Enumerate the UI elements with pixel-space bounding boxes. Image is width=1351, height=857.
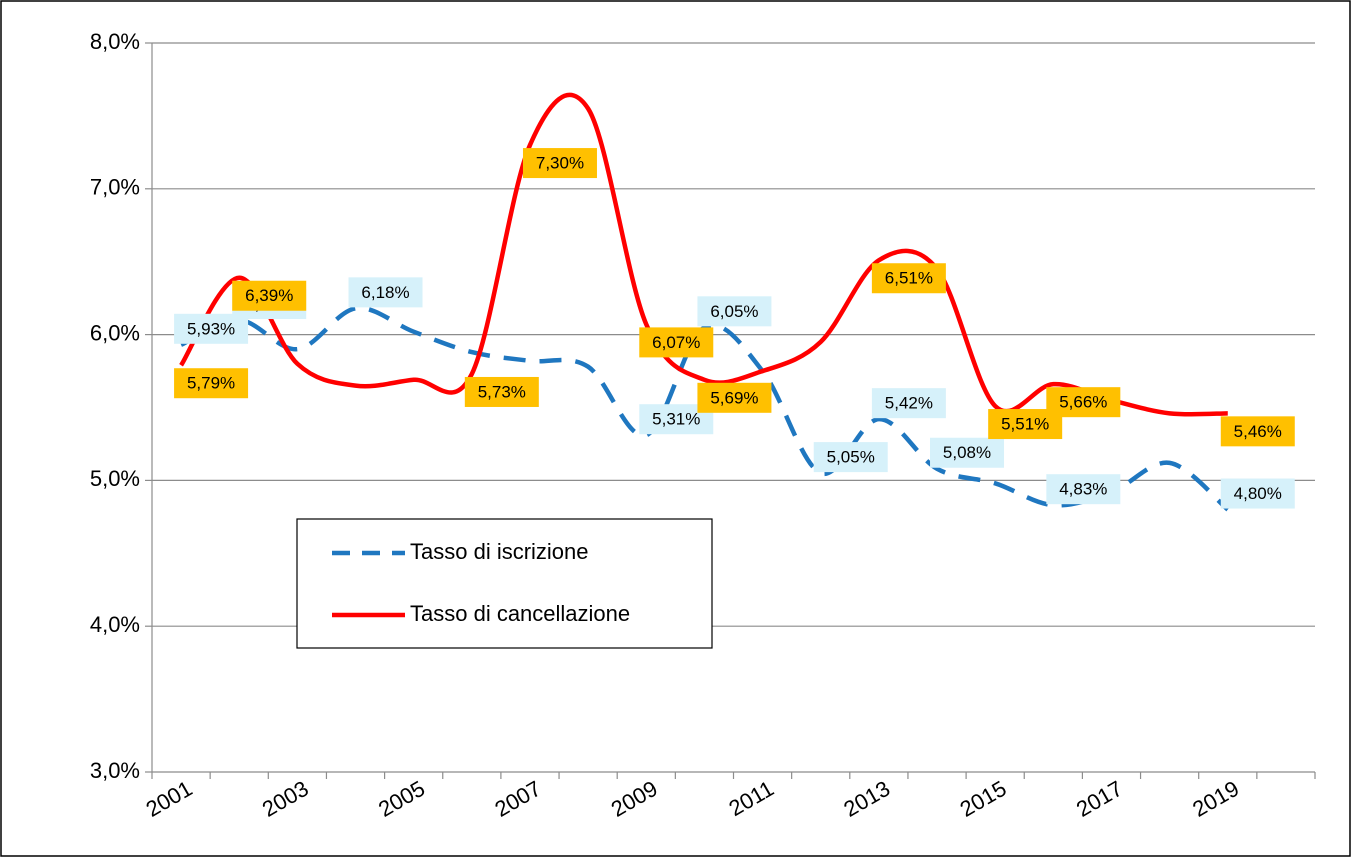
- y-tick-label: 7,0%: [90, 175, 140, 200]
- value-label-box: [1046, 474, 1121, 505]
- y-tick-label: 3,0%: [90, 758, 140, 783]
- value-label: 5,93%: [187, 319, 235, 338]
- legend: [296, 518, 713, 649]
- value-label: 5,79%: [187, 374, 235, 393]
- value-label-box: [871, 388, 946, 419]
- value-label: 6,51%: [885, 269, 933, 288]
- value-label-box: [1220, 478, 1295, 509]
- value-label-box: [464, 376, 539, 407]
- value-label: 6,39%: [245, 286, 293, 305]
- value-label-box: [348, 277, 423, 308]
- series-line: [180, 305, 1230, 512]
- value-label-box: [1046, 387, 1121, 418]
- value-label: 6,18%: [361, 283, 409, 302]
- value-label-box: [697, 382, 772, 413]
- value-label-box: [232, 280, 307, 311]
- y-tick-label: 8,0%: [90, 29, 140, 54]
- value-label-box: [639, 327, 714, 358]
- legend-label: Tasso di iscrizione: [410, 539, 589, 564]
- y-tick-label: 6,0%: [90, 320, 140, 345]
- value-label: 5,51%: [1001, 415, 1049, 434]
- value-label: 4,83%: [1059, 480, 1107, 499]
- value-label-box: [522, 148, 597, 179]
- value-label: 5,31%: [652, 410, 700, 429]
- value-label-box: [813, 442, 888, 473]
- value-label: 5,46%: [1234, 422, 1282, 441]
- value-label: 5,66%: [1059, 393, 1107, 412]
- value-label: 6,05%: [710, 302, 758, 321]
- y-tick-label: 5,0%: [90, 466, 140, 491]
- value-label: 5,08%: [943, 443, 991, 462]
- value-label: 5,69%: [710, 388, 758, 407]
- value-label: 5,05%: [827, 448, 875, 467]
- value-label: 5,73%: [478, 382, 526, 401]
- value-label-box: [1220, 416, 1295, 447]
- value-label: 6,07%: [652, 333, 700, 352]
- value-label: 5,42%: [885, 394, 933, 413]
- y-tick-label: 4,0%: [90, 612, 140, 637]
- value-label-box: [697, 296, 772, 327]
- value-label: 4,80%: [1234, 484, 1282, 503]
- value-label-box: [930, 437, 1005, 468]
- legend-label: Tasso di cancellazione: [410, 601, 630, 626]
- value-label-box: [174, 368, 249, 399]
- value-label-box: [871, 263, 946, 294]
- value-label: 7,30%: [536, 154, 584, 173]
